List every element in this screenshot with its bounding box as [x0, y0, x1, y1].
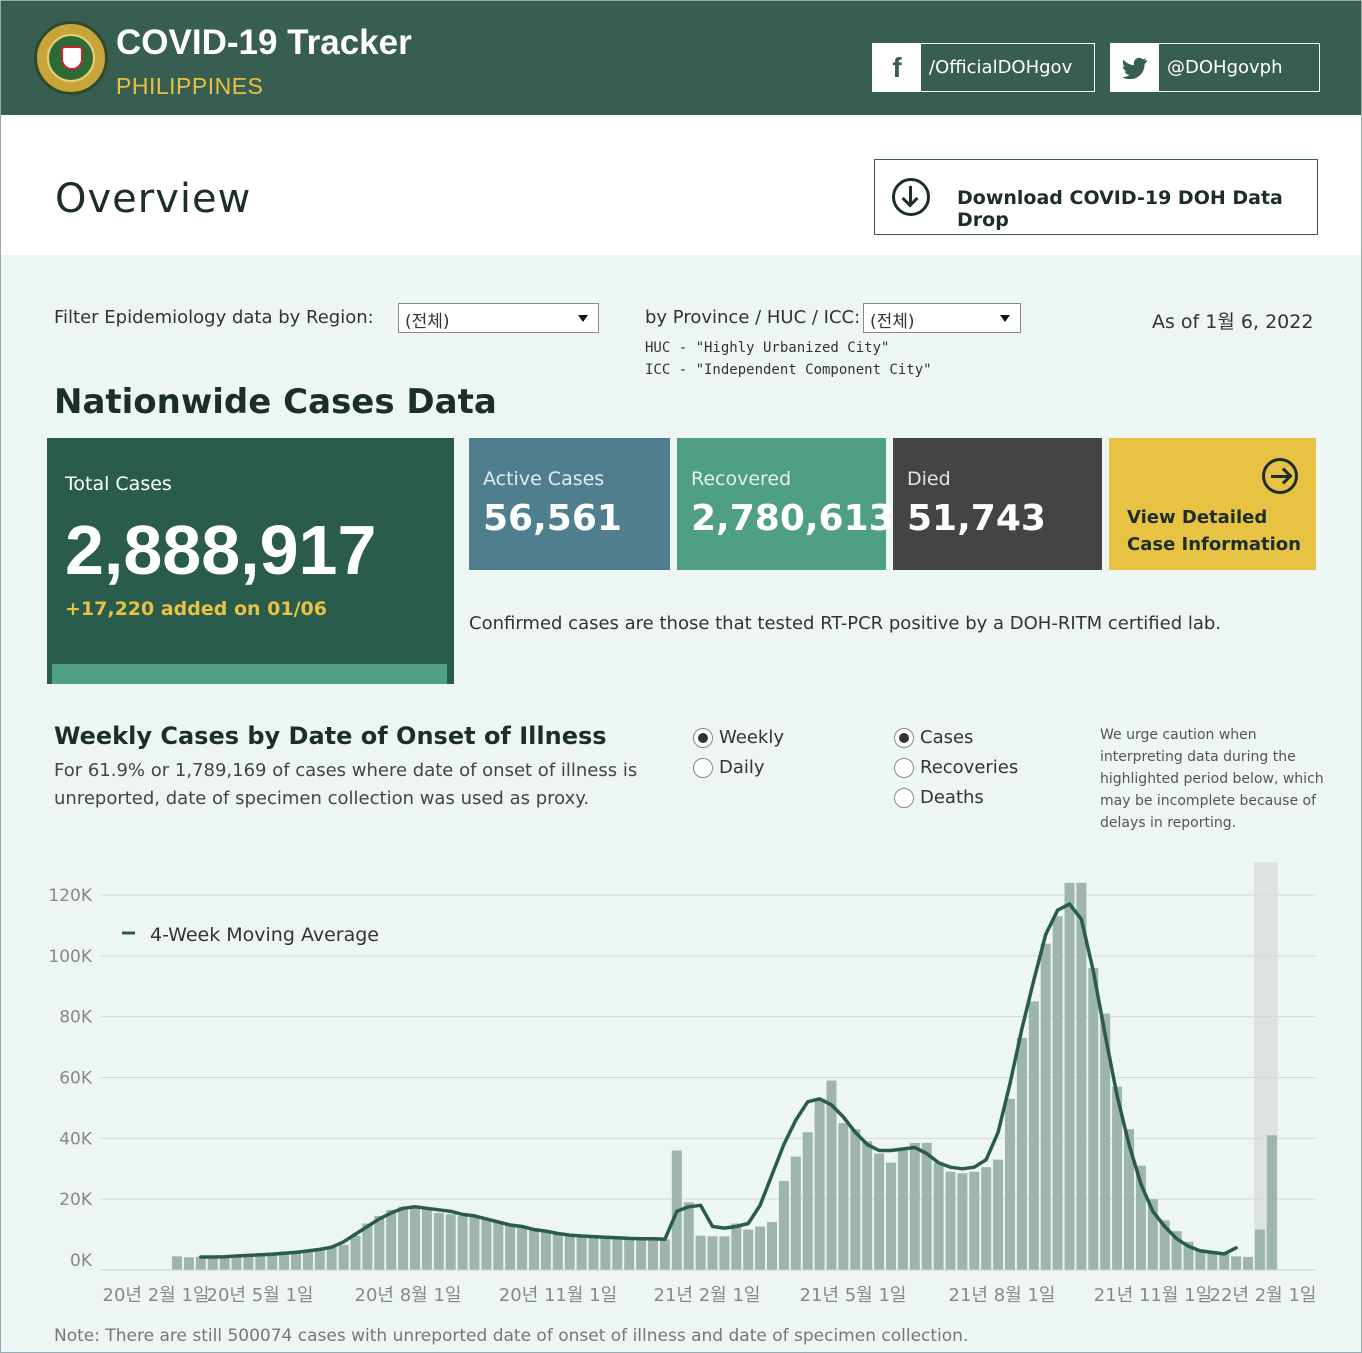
- active-cases-card: Active Cases 56,561: [469, 438, 670, 570]
- twitter-handle: @DOHgovph: [1167, 57, 1283, 78]
- radio-unselected-icon: [693, 757, 713, 778]
- chart-footnote: Note: There are still 500074 cases with …: [54, 1326, 969, 1346]
- total-cases-label: Total Cases: [65, 473, 172, 495]
- recovered-share-bar: [52, 664, 447, 684]
- active-cases-label: Active Cases: [483, 468, 605, 490]
- icc-note: ICC - "Independent Component City": [645, 362, 932, 378]
- died-label: Died: [907, 468, 951, 490]
- province-select[interactable]: (전체): [863, 303, 1021, 333]
- radio-selected-icon: [894, 727, 914, 748]
- total-cases-card: Total Cases 2,888,917 +17,220 added on 0…: [47, 438, 454, 684]
- facebook-icon: f: [873, 44, 921, 91]
- huc-note: HUC - "Highly Urbanized City": [645, 340, 890, 356]
- radio-recoveries[interactable]: Recoveries: [894, 757, 1018, 778]
- doh-seal-logo: [34, 21, 108, 95]
- recovered-label: Recovered: [691, 468, 792, 490]
- radio-unselected-icon: [894, 787, 914, 808]
- recovered-value: 2,780,613: [691, 498, 894, 539]
- province-select-value: (전체): [870, 312, 915, 332]
- view-detail-label: View Detailed Case Information: [1127, 507, 1301, 555]
- view-detailed-case-info-button[interactable]: View Detailed Case Information: [1109, 438, 1316, 570]
- radio-cases[interactable]: Cases: [894, 727, 973, 748]
- caution-note: We urge caution when interpreting data d…: [1100, 727, 1324, 831]
- download-label: Download COVID-19 DOH Data Drop: [957, 187, 1283, 231]
- radio-weekly[interactable]: Weekly: [693, 727, 784, 748]
- app-subtitle: PHILIPPINES: [116, 73, 264, 99]
- region-select[interactable]: (전체): [398, 303, 599, 333]
- confirmed-cases-note: Confirmed cases are those that tested RT…: [469, 613, 1222, 634]
- recovered-card: Recovered 2,780,613: [677, 438, 894, 570]
- chart-description: For 61.9% or 1,789,169 of cases where da…: [54, 760, 638, 809]
- radio-deaths[interactable]: Deaths: [894, 787, 984, 808]
- facebook-handle: /OfficialDOHgov: [929, 57, 1073, 78]
- nationwide-title: Nationwide Cases Data: [54, 382, 497, 422]
- chevron-down-icon: [1000, 315, 1010, 322]
- chart-title: Weekly Cases by Date of Onset of Illness: [54, 722, 607, 750]
- twitter-icon: [1111, 44, 1159, 91]
- chevron-down-icon: [578, 315, 588, 322]
- cases-added-today: +17,220 added on 01/06: [65, 598, 327, 620]
- radio-selected-icon: [693, 727, 713, 748]
- top-bar: COVID-19 Tracker PHILIPPINES f /Official…: [1, 1, 1361, 115]
- download-data-drop-button[interactable]: Download COVID-19 DOH Data Drop: [874, 159, 1318, 235]
- app-title: COVID-19 Tracker: [116, 23, 412, 62]
- page-title: Overview: [55, 176, 252, 222]
- radio-unselected-icon: [894, 757, 914, 778]
- died-value: 51,743: [907, 498, 1046, 539]
- arrow-right-circle-icon: [1262, 458, 1298, 494]
- active-cases-value: 56,561: [483, 498, 622, 539]
- twitter-link[interactable]: @DOHgovph: [1110, 43, 1320, 92]
- download-icon: [892, 178, 930, 216]
- radio-daily[interactable]: Daily: [693, 757, 765, 778]
- as-of-date: As of 1월 6, 2022: [1152, 311, 1314, 333]
- facebook-link[interactable]: f /OfficialDOHgov: [872, 43, 1095, 92]
- total-cases-value: 2,888,917: [65, 511, 377, 589]
- province-filter-label: by Province / HUC / ICC:: [645, 307, 861, 328]
- region-filter-label: Filter Epidemiology data by Region:: [54, 307, 374, 328]
- died-card: Died 51,743: [893, 438, 1102, 570]
- region-select-value: (전체): [405, 312, 450, 332]
